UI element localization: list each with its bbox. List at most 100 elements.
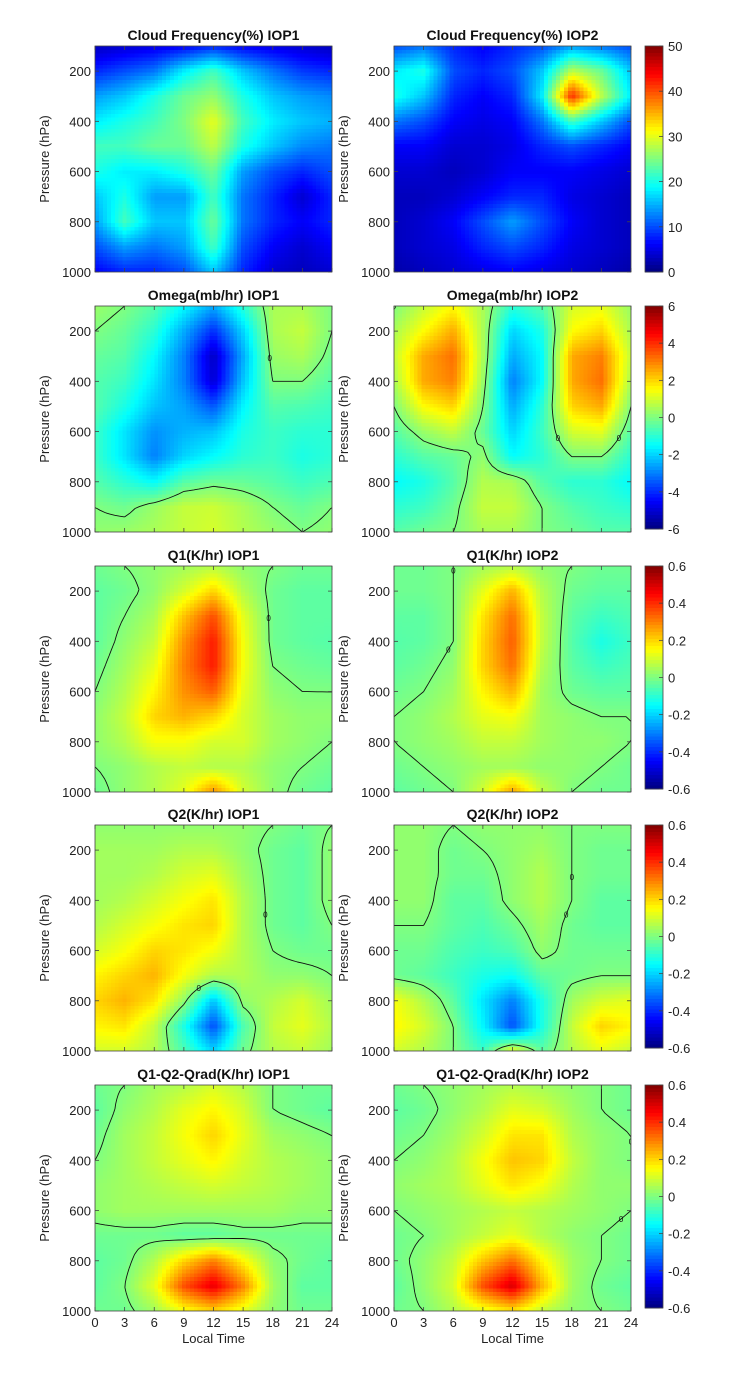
heatmap-cell (292, 76, 298, 81)
heatmap-cell (181, 192, 187, 198)
heatmap-cell (453, 87, 458, 92)
heatmap-cell (142, 98, 147, 104)
heatmap-cell (268, 215, 274, 220)
heatmap-cell (328, 132, 332, 137)
heatmap-cell (253, 268, 258, 272)
heatmap-cell (268, 94, 274, 100)
heatmap-cell (114, 238, 120, 243)
heatmap-cell (552, 113, 557, 119)
heatmap-cell (500, 125, 506, 130)
heatmap-cell (480, 83, 486, 89)
heatmap-cell (162, 68, 167, 73)
heatmap-cell (98, 226, 104, 232)
heatmap-cell (292, 147, 298, 153)
heatmap-cell (118, 155, 124, 160)
heatmap-cell (280, 219, 286, 224)
heatmap-cell (106, 140, 112, 145)
heatmap-cell (476, 98, 482, 104)
heatmap-cell (142, 174, 147, 179)
heatmap-cell (217, 256, 222, 262)
heatmap-cell (328, 83, 332, 89)
heatmap-cell (170, 238, 175, 243)
heatmap-cell (233, 121, 238, 126)
heatmap-cell (288, 117, 294, 122)
heatmap-cell (421, 57, 427, 62)
heatmap-cell (221, 234, 226, 239)
heatmap-cell (508, 76, 514, 81)
heatmap-cell (162, 215, 167, 220)
heatmap-cell (603, 57, 608, 62)
heatmap-cell (213, 189, 219, 194)
heatmap-cell (308, 226, 313, 232)
heatmap-cell (221, 132, 226, 137)
heatmap-cell (142, 128, 147, 134)
heatmap-cell (193, 121, 199, 126)
heatmap-cell (312, 234, 317, 239)
heatmap-cell (134, 230, 140, 235)
heatmap-cell (158, 177, 163, 183)
heatmap-cell (324, 143, 329, 149)
heatmap-cell (209, 166, 215, 171)
heatmap-cell (256, 91, 262, 96)
heatmap-cell (417, 68, 423, 73)
heatmap-cell (611, 121, 616, 126)
heatmap-cell (296, 61, 301, 66)
heatmap-cell (571, 98, 577, 104)
heatmap-cell (201, 207, 207, 213)
heatmap-cell (394, 98, 399, 104)
heatmap-cell (205, 185, 211, 190)
heatmap-cell (508, 121, 514, 126)
heatmap-cell (102, 204, 108, 209)
heatmap-cell (217, 147, 222, 153)
heatmap-cell (421, 121, 427, 126)
heatmap-cell (504, 98, 510, 104)
heatmap-cell (284, 181, 290, 186)
heatmap-cell (401, 113, 407, 119)
heatmap-cell (158, 189, 163, 194)
heatmap-cell (114, 166, 120, 171)
heatmap-cell (150, 128, 155, 134)
heatmap-cell (457, 128, 462, 134)
heatmap-cell (118, 76, 124, 81)
heatmap-cell (130, 76, 136, 81)
heatmap-cell (217, 121, 222, 126)
heatmap-cell (213, 83, 219, 89)
heatmap-cell (532, 113, 537, 119)
heatmap-cell (324, 68, 329, 73)
heatmap-cell (237, 200, 242, 205)
heatmap-cell (595, 102, 600, 107)
heatmap-cell (284, 200, 290, 205)
heatmap-cell (233, 234, 238, 239)
heatmap-cell (237, 132, 242, 137)
heatmap-cell (405, 46, 411, 51)
heatmap-cell (241, 170, 246, 175)
heatmap-cell (276, 192, 282, 198)
heatmap-cell (249, 102, 254, 107)
heatmap-cell (181, 136, 187, 141)
heatmap-cell (241, 238, 246, 243)
heatmap-cell (320, 143, 325, 149)
heatmap-cell (304, 249, 309, 254)
heatmap-cell (245, 79, 250, 85)
heatmap-cell (304, 226, 309, 232)
heatmap-cell (552, 53, 557, 58)
heatmap-cell (555, 72, 561, 77)
heatmap-cell (205, 61, 211, 66)
heatmap-cell (130, 72, 136, 77)
heatmap-cell (193, 196, 199, 202)
heatmap-cell (154, 147, 159, 153)
heatmap-cell (264, 49, 270, 55)
heatmap-cell (217, 140, 222, 145)
heatmap-cell (300, 238, 305, 243)
heatmap-cell (177, 106, 183, 111)
heatmap-cell (316, 151, 321, 156)
heatmap-cell (102, 57, 108, 62)
heatmap-cell (288, 151, 294, 156)
heatmap-cell (528, 125, 533, 130)
heatmap-cell (205, 192, 211, 198)
heatmap-cell (465, 125, 470, 130)
heatmap-cell (225, 61, 230, 66)
heatmap-cell (146, 211, 151, 217)
heatmap-cell (122, 151, 128, 156)
